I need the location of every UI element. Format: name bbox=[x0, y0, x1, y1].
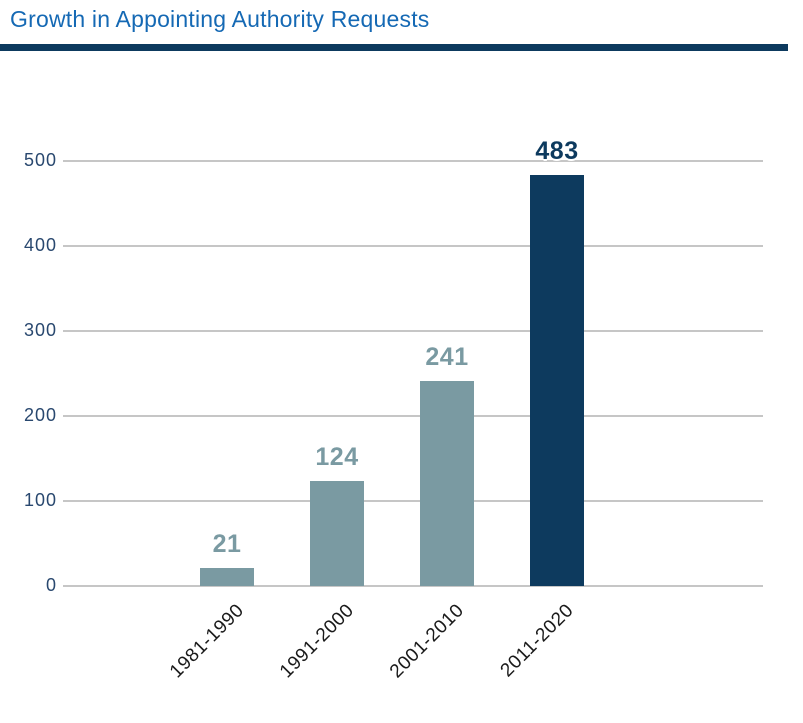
gridline-0 bbox=[63, 585, 763, 587]
y-tick-label: 0 bbox=[45, 575, 57, 595]
bar-2011-2020 bbox=[530, 175, 584, 586]
gridline-300 bbox=[63, 330, 763, 332]
bar-1991-2000 bbox=[310, 481, 364, 586]
bar-value-label: 483 bbox=[535, 137, 579, 165]
title-rule bbox=[0, 44, 788, 51]
gridline-500 bbox=[63, 160, 763, 162]
gridline-400 bbox=[63, 245, 763, 247]
x-axis-label: 2001-2010 bbox=[385, 600, 468, 683]
bar-value-label: 124 bbox=[315, 443, 359, 471]
x-axis-label: 2011-2020 bbox=[496, 600, 578, 682]
bar-value-label: 241 bbox=[425, 343, 469, 371]
y-tick-label: 400 bbox=[23, 235, 57, 255]
x-axis-label: 1991-2000 bbox=[275, 600, 358, 683]
y-tick-label: 500 bbox=[23, 150, 57, 170]
bar-2001-2010 bbox=[420, 381, 474, 586]
gridline-100 bbox=[63, 500, 763, 502]
y-tick-label: 200 bbox=[23, 405, 57, 425]
bar-1981-1990 bbox=[200, 568, 254, 586]
page-title: Growth in Appointing Authority Requests bbox=[10, 6, 430, 32]
x-axis-label: 1981-1990 bbox=[165, 600, 248, 683]
bar-value-label: 21 bbox=[212, 530, 242, 558]
gridline-200 bbox=[63, 415, 763, 417]
y-tick-label: 100 bbox=[23, 490, 57, 510]
y-tick-label: 300 bbox=[23, 320, 57, 340]
